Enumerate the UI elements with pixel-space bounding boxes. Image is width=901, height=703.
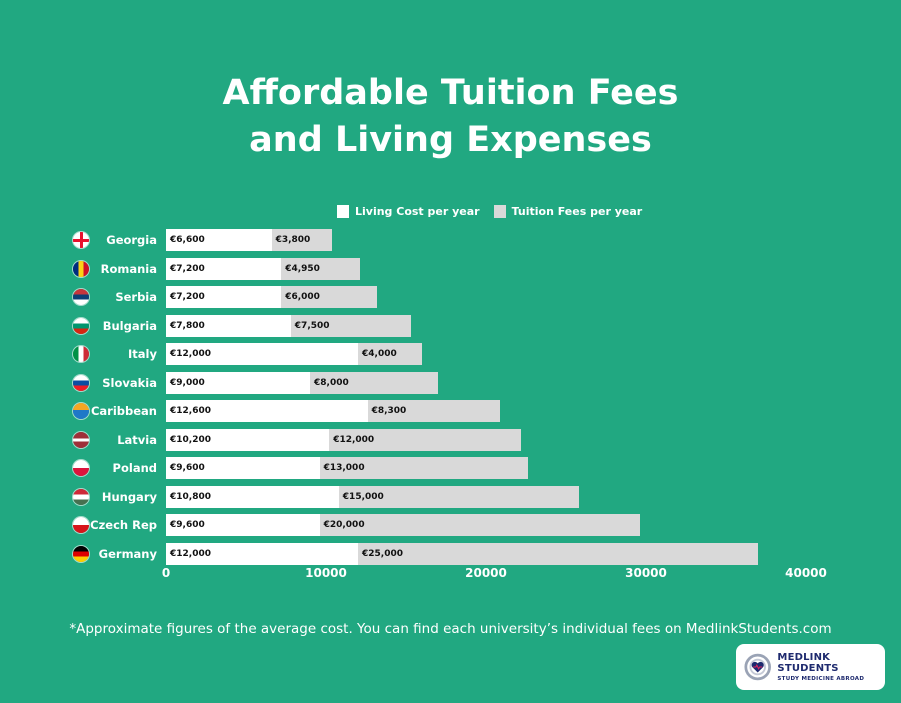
- bar-living-cost: [166, 229, 272, 251]
- bar-tuition-fees: [281, 257, 361, 280]
- data-label-tuition: €13,000: [323, 463, 365, 473]
- medlink-logo: MEDLINK STUDENTS STUDY MEDICINE ABROAD: [736, 644, 885, 690]
- bar-tuition-fees: [367, 400, 501, 422]
- bar-living-cost: [166, 457, 320, 479]
- legend-item-tuition: Tuition Fees per year: [493, 205, 643, 218]
- legend-item-living: Living Cost per year: [337, 205, 480, 218]
- bar-living-cost: [166, 514, 320, 536]
- chart-title: Affordable Tuition Fees and Living Expen…: [0, 70, 901, 164]
- bar-tuition-fees: [290, 314, 411, 337]
- data-label-living: €10,800: [170, 491, 211, 502]
- data-label-living: €9,000: [170, 377, 205, 388]
- georgia-flag-icon: [73, 232, 89, 248]
- legend-swatch-tuition: [493, 205, 506, 218]
- category-label: Serbia: [115, 290, 157, 304]
- data-label-living: €7,200: [170, 292, 205, 302]
- data-label-living: €6,600: [170, 235, 205, 245]
- germany-flag-icon: [73, 545, 89, 562]
- slovakia-flag-icon: [73, 374, 89, 391]
- category-label: Poland: [112, 461, 157, 475]
- category-label: Georgia: [106, 233, 157, 247]
- data-label-living: €12,000: [170, 548, 211, 559]
- category-label: Caribbean: [90, 404, 157, 418]
- x-tick-label: 0: [161, 566, 171, 580]
- data-label-tuition: €12,000: [333, 434, 375, 445]
- serbia-flag-icon: [73, 289, 89, 305]
- legend-swatch-living: [337, 205, 349, 218]
- data-label-tuition: €8,000: [314, 377, 349, 388]
- czech-flag-icon: [73, 517, 89, 533]
- bar-living-cost: [166, 371, 310, 394]
- bar-tuition-fees: [358, 542, 758, 565]
- bar-tuition-fees: [338, 485, 579, 508]
- data-label-living: €7,800: [170, 320, 205, 331]
- data-label-tuition: €7,500: [294, 320, 330, 331]
- italy-flag-icon: [73, 346, 89, 362]
- data-label-tuition: €6,000: [285, 292, 320, 302]
- x-tick-label: 30000: [625, 566, 667, 580]
- data-label-tuition: €4,000: [362, 349, 397, 359]
- data-label-tuition: €8,300: [371, 406, 407, 416]
- category-label: Slovakia: [102, 375, 157, 390]
- bar-tuition-fees: [271, 229, 333, 251]
- bar-living-cost: [166, 343, 358, 365]
- legend-label-living: Living Cost per year: [355, 205, 480, 218]
- data-label-living: €12,600: [170, 406, 211, 416]
- data-label-tuition: €20,000: [323, 520, 365, 530]
- category-label: Czech Rep: [90, 518, 157, 532]
- latvia-flag-icon: [73, 431, 89, 448]
- bar-living-cost: [166, 400, 368, 422]
- bar-living-cost: [166, 286, 282, 308]
- category-label: Romania: [100, 261, 157, 276]
- data-label-tuition: €15,000: [342, 491, 384, 502]
- data-label-tuition: €25,000: [362, 548, 403, 559]
- data-label-tuition: €3,800: [275, 235, 311, 245]
- caribbean-flag-icon: [73, 403, 89, 419]
- poland-flag-icon: [73, 460, 89, 476]
- x-tick-label: 20000: [465, 566, 507, 580]
- title-line-1: Affordable Tuition Fees: [222, 73, 679, 113]
- data-label-living: €10,200: [170, 434, 211, 445]
- romania-flag-icon: [73, 260, 89, 277]
- bar-tuition-fees: [319, 457, 528, 479]
- title-line-2: and Living Expenses: [249, 120, 652, 160]
- x-tick-label: 40000: [785, 566, 827, 580]
- category-label: Germany: [98, 546, 157, 561]
- logo-text: MEDLINK STUDENTS STUDY MEDICINE ABROAD: [777, 652, 885, 682]
- bar-living-cost: [166, 542, 358, 565]
- medlink-logo-icon: [744, 653, 771, 681]
- legend-label-tuition: Tuition Fees per year: [511, 205, 643, 218]
- bar-living-cost: [166, 314, 291, 337]
- category-label: Latvia: [117, 432, 157, 447]
- bar-living-cost: [166, 485, 339, 508]
- chart-legend: Living Cost per year Tuition Fees per ye…: [337, 205, 642, 218]
- logo-subtitle: STUDY MEDICINE ABROAD: [777, 676, 865, 682]
- bar-tuition-fees: [281, 286, 378, 308]
- bar-tuition-fees: [310, 371, 438, 394]
- bar-tuition-fees: [358, 343, 422, 365]
- data-label-tuition: €4,950: [285, 263, 320, 274]
- data-label-living: €9,600: [170, 463, 205, 473]
- data-label-living: €7,200: [170, 263, 205, 274]
- hungary-flag-icon: [73, 488, 89, 505]
- x-tick-label: 10000: [305, 566, 347, 580]
- bar-living-cost: [166, 428, 330, 451]
- bar-tuition-fees: [329, 428, 522, 451]
- category-label: Hungary: [101, 489, 157, 504]
- bulgaria-flag-icon: [73, 317, 89, 334]
- logo-title: MEDLINK STUDENTS: [777, 652, 839, 674]
- bar-living-cost: [166, 257, 282, 280]
- category-label: Bulgaria: [102, 318, 157, 333]
- bar-tuition-fees: [319, 514, 640, 536]
- data-label-living: €9,600: [170, 520, 205, 530]
- footnote: *Approximate figures of the average cost…: [69, 621, 832, 637]
- data-label-living: €12,000: [170, 349, 211, 359]
- category-label: Italy: [128, 347, 157, 361]
